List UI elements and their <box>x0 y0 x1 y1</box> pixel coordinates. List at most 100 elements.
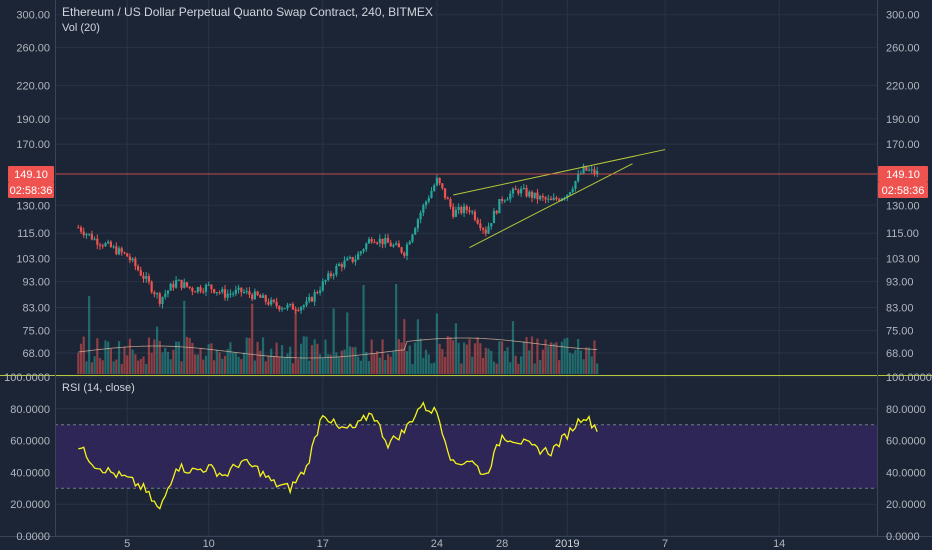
candle-body <box>109 241 112 248</box>
price-tick-left: 115.00 <box>17 228 50 240</box>
price-tick-right: 103.00 <box>886 253 920 265</box>
volume-bar <box>172 349 175 374</box>
volume-bar <box>495 363 498 374</box>
volume-bar <box>221 358 224 374</box>
candle-body <box>278 306 281 310</box>
candle-body <box>77 227 80 229</box>
candle-body <box>196 287 199 292</box>
candle-body <box>386 237 390 243</box>
volume-bar <box>104 340 107 374</box>
trendline-lower <box>469 163 633 248</box>
candle-body <box>517 189 520 194</box>
volume-bar <box>280 345 284 374</box>
volume-bar <box>487 348 490 374</box>
price-badge-left-bg <box>8 166 54 183</box>
price-tick-left: 130.00 <box>16 200 50 212</box>
price-tick-right: 68.00 <box>886 348 914 360</box>
candle-body <box>348 257 352 259</box>
candle-body <box>424 201 428 206</box>
candle-body <box>544 197 547 200</box>
volume-bar <box>117 341 121 374</box>
volume-bar <box>476 337 479 374</box>
volume-bar <box>587 347 591 374</box>
candle-body <box>441 183 444 189</box>
candle-body <box>202 291 205 293</box>
volume-bar <box>460 363 463 374</box>
candle-body <box>229 293 232 295</box>
price-tick-right: 260.00 <box>886 42 920 54</box>
candle-body <box>245 291 248 293</box>
volume-bar <box>229 342 232 374</box>
volume-bar <box>109 349 112 374</box>
candle-body <box>147 276 151 282</box>
volume-bar <box>479 343 482 374</box>
volume-bar <box>354 346 357 374</box>
candle-body <box>207 284 210 286</box>
volume-bar <box>536 338 539 374</box>
volume-bar <box>310 345 314 374</box>
volume-bar <box>283 357 286 374</box>
volume-bar <box>82 336 85 374</box>
volume-bar <box>544 339 547 374</box>
volume-bar <box>577 338 580 374</box>
volume-bar <box>441 348 444 374</box>
volume-bar <box>90 362 93 374</box>
candle-body <box>376 242 379 244</box>
volume-bar <box>411 363 414 374</box>
volume-bar <box>232 352 235 374</box>
volume-bar <box>582 359 585 374</box>
candle-body <box>221 289 224 293</box>
volume-bar <box>177 341 180 374</box>
candle-body <box>392 244 395 247</box>
candle-body <box>161 296 164 304</box>
volume-bar <box>259 350 262 374</box>
candle-body <box>587 169 591 171</box>
candle-body <box>367 239 371 244</box>
candle-body <box>454 209 458 217</box>
volume-bar <box>462 342 466 374</box>
candle-body <box>457 206 460 210</box>
candle-body <box>568 192 572 195</box>
volume-bar <box>403 319 406 374</box>
candle-body <box>194 291 197 293</box>
volume-bar <box>242 352 246 374</box>
candle-body <box>131 258 134 261</box>
volume-bar <box>115 359 118 374</box>
candle-body <box>525 187 528 197</box>
candle-body <box>134 258 137 267</box>
candle-body <box>571 188 574 193</box>
volume-bar <box>514 355 517 374</box>
price-tick-right: 130.00 <box>886 200 920 212</box>
rsi-tick-right: 80.0000 <box>886 404 926 416</box>
volume-bar <box>560 341 563 374</box>
candle-body <box>514 188 517 190</box>
candle-body <box>566 194 569 198</box>
volume-bar <box>357 356 360 374</box>
candle-body <box>259 295 262 298</box>
volume-bar <box>147 337 151 374</box>
volume-bar <box>327 354 330 374</box>
candle-body <box>318 290 322 293</box>
rsi-legend: RSI (14, close) <box>62 382 135 394</box>
candle-body <box>264 295 267 302</box>
price-tick-left: 300.00 <box>16 10 50 22</box>
volume-bar <box>294 308 297 374</box>
volume-bar <box>313 339 316 374</box>
candle-body <box>251 294 254 300</box>
candle-body <box>549 198 553 201</box>
candle-body <box>107 241 110 244</box>
candle-body <box>427 198 430 202</box>
candle-body <box>411 234 414 242</box>
candle-body <box>476 219 479 224</box>
candle-body <box>117 248 121 255</box>
candle-body <box>164 293 167 297</box>
volume-bar <box>376 351 379 374</box>
candle-body <box>506 199 509 201</box>
time-tick: 28 <box>496 538 508 550</box>
candle-body <box>180 279 183 288</box>
volume-bar <box>443 356 447 374</box>
candle-body <box>136 266 140 271</box>
candle-body <box>492 210 496 224</box>
volume-bar <box>373 353 376 374</box>
